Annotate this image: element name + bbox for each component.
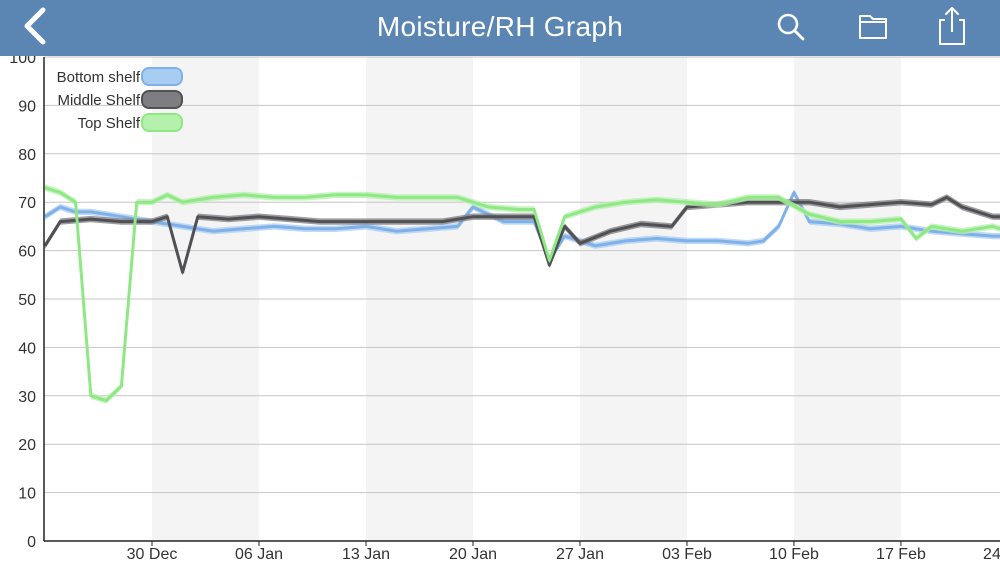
y-tick-label: 30 (18, 389, 36, 406)
search-button[interactable] (766, 0, 816, 56)
legend-swatch (141, 113, 183, 132)
page-title: Moisture/RH Graph (376, 11, 624, 42)
share-button[interactable] (927, 0, 977, 56)
legend-item: Top Shelf (77, 113, 183, 132)
x-tick-label: 30 Dec (127, 546, 178, 563)
x-tick-label: 17 Feb (876, 546, 926, 563)
series-top-shelf (44, 184, 1000, 404)
share-icon (939, 7, 965, 45)
series-line (43, 195, 1000, 274)
folder-icon (859, 15, 887, 39)
series-line (44, 186, 1000, 403)
y-tick-label: 60 (18, 244, 36, 261)
navigation-bar: Moisture/RH Graph (0, 0, 1000, 56)
y-tick-label: 70 (18, 195, 36, 212)
x-tick-label: 10 Feb (769, 546, 819, 563)
legend-label: Bottom shelf (57, 69, 141, 86)
legend-item: Middle Shelf (57, 90, 183, 109)
y-tick-label: 100 (9, 56, 36, 67)
y-tick-label: 80 (18, 147, 36, 164)
legend-label: Top Shelf (77, 115, 140, 132)
search-icon (777, 13, 805, 41)
y-tick-label: 40 (18, 340, 36, 357)
y-tick-label: 20 (18, 437, 36, 454)
x-tick-label: 03 Feb (662, 546, 712, 563)
legend-item: Bottom shelf (57, 67, 183, 86)
x-tick-label: 13 Jan (342, 546, 390, 563)
back-button[interactable] (10, 0, 60, 56)
legend-swatch (141, 90, 183, 109)
legend-label: Middle Shelf (57, 92, 140, 109)
x-tick-label: 24 Feb (983, 546, 1000, 563)
folder-button[interactable] (848, 0, 898, 56)
y-tick-label: 0 (27, 534, 36, 551)
chevron-left-icon (24, 7, 46, 45)
x-tick-label: 27 Jan (556, 546, 604, 563)
x-tick-label: 20 Jan (449, 546, 497, 563)
y-tick-label: 50 (18, 292, 36, 309)
moisture-rh-chart: 0 10 20 30 40 50 60 70 80 90 100 30 Dec 06 Jan 13 Ja… (9, 56, 1000, 563)
y-tick-label: 90 (18, 98, 36, 115)
series-area (45, 189, 1000, 264)
legend-swatch (141, 67, 183, 86)
y-tick-label: 10 (18, 486, 36, 503)
x-tick-label: 06 Jan (235, 546, 283, 563)
